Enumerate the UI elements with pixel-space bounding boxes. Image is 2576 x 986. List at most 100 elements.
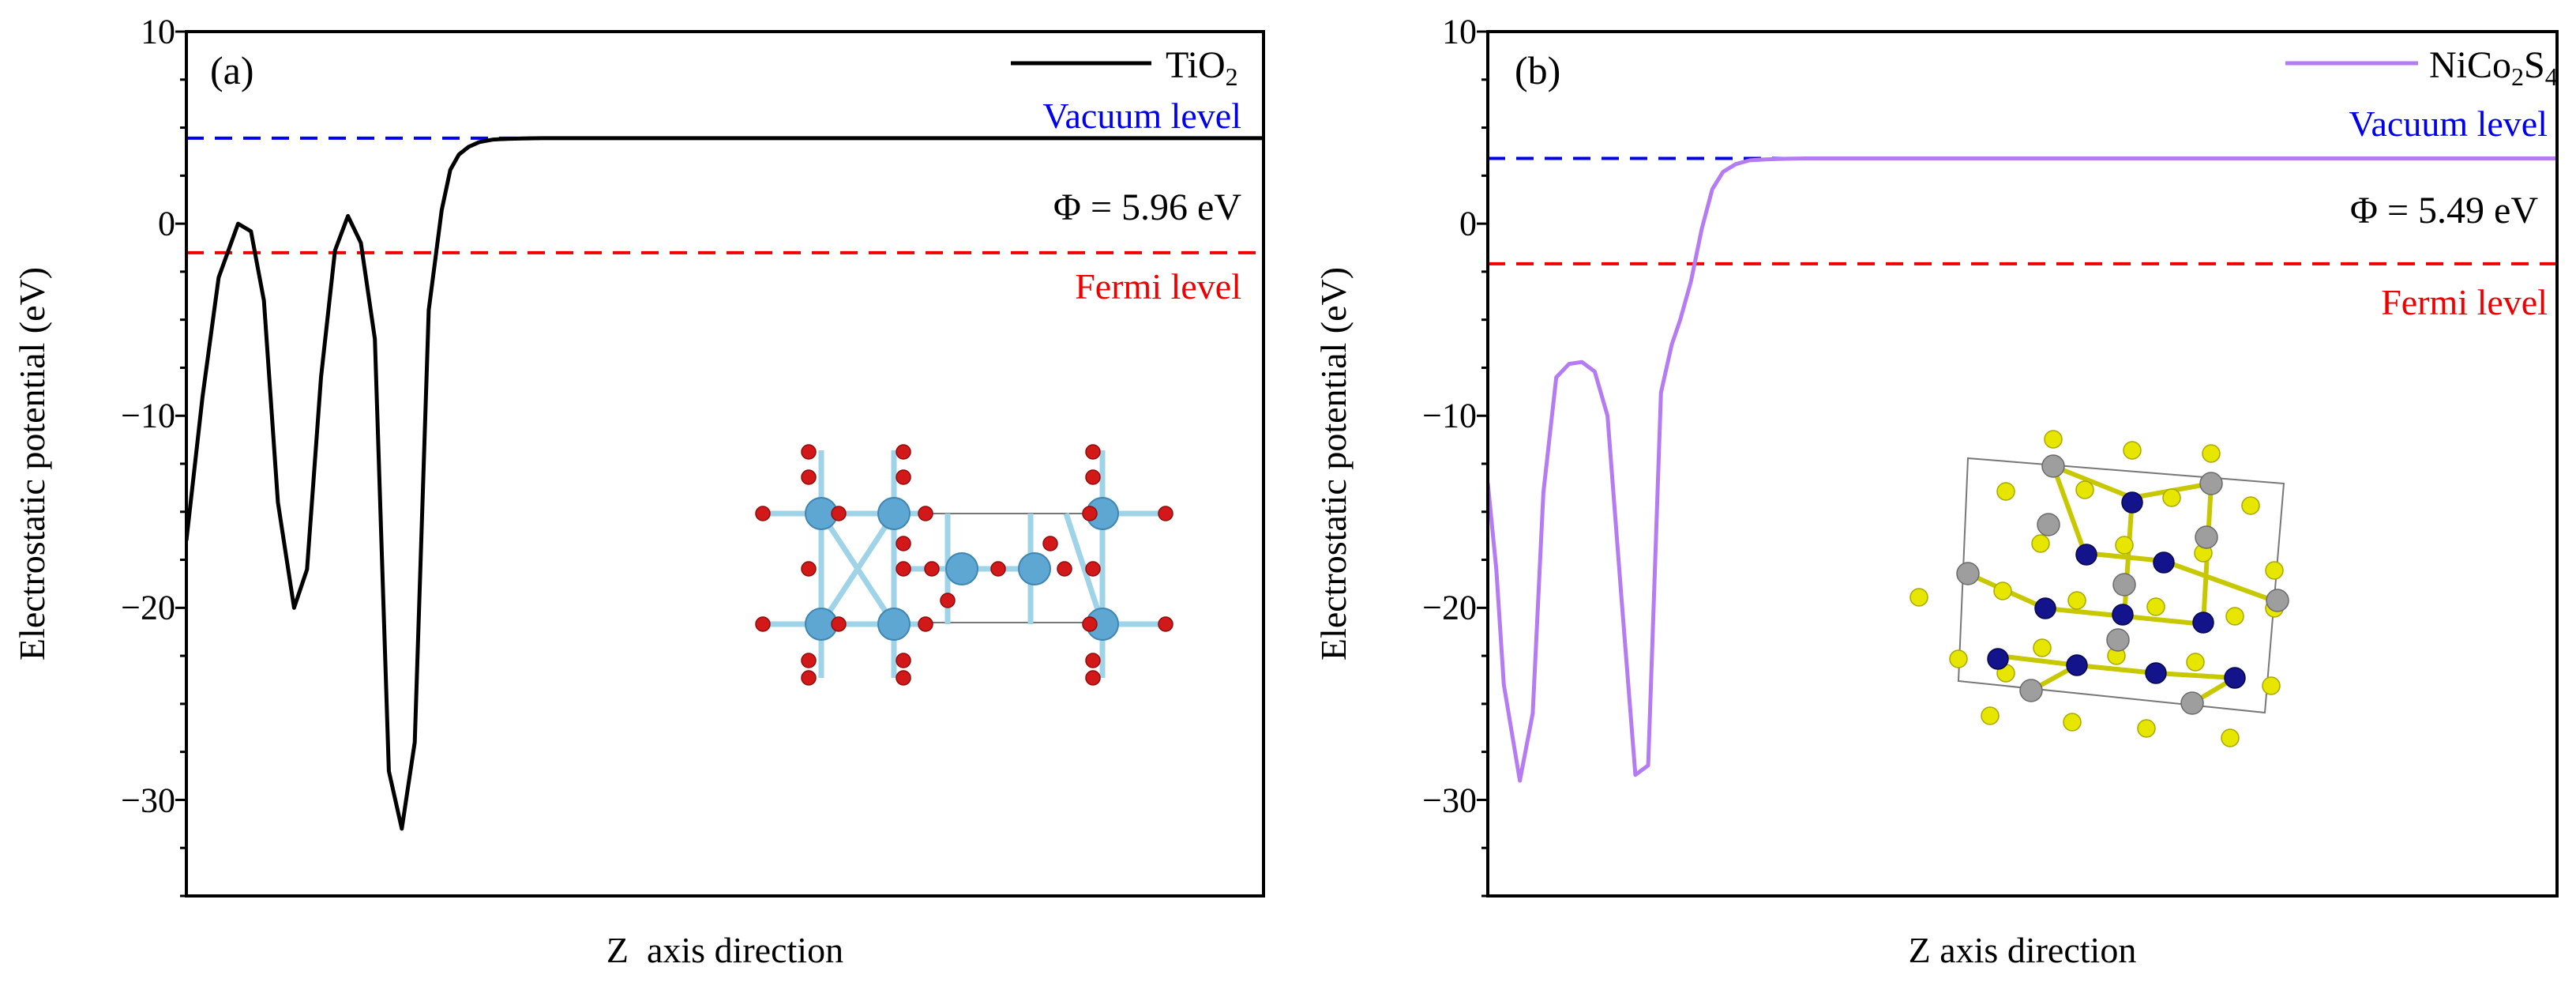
o-atom xyxy=(896,536,911,551)
o-atom xyxy=(1158,616,1173,632)
nico2s4-ni-atoms xyxy=(1956,454,2289,715)
co-atom xyxy=(2145,662,2167,684)
s-atom xyxy=(2031,534,2050,553)
ti-atom xyxy=(945,552,978,585)
o-atom xyxy=(1085,561,1101,577)
panel-a-label: (a) xyxy=(210,48,254,92)
s-atom xyxy=(2033,638,2052,657)
o-atom xyxy=(896,469,911,485)
s-atom xyxy=(2123,441,2142,460)
o-atom xyxy=(755,616,771,632)
panel-a-y-tick-label: −10 xyxy=(121,397,175,435)
s-atom xyxy=(2265,561,2284,580)
co-atom xyxy=(2192,612,2214,634)
panel-b-nico2s4-structure xyxy=(1909,430,2289,747)
panel-b-y-ticks xyxy=(1477,30,1488,898)
s-atom xyxy=(1949,649,1968,668)
s-atom xyxy=(2067,591,2086,610)
o-atom xyxy=(755,506,771,521)
o-atom xyxy=(1082,616,1098,632)
o-atom xyxy=(801,444,817,460)
nico2s4-bonds xyxy=(1966,464,2279,706)
ni-atom xyxy=(2037,513,2060,536)
s-atom xyxy=(2146,597,2165,616)
panel-b-fermi-label: Fermi level xyxy=(2381,282,2548,322)
o-atom xyxy=(896,653,911,668)
nico2s4-co-atoms xyxy=(1987,491,2246,689)
o-atom xyxy=(896,561,911,577)
s-atom xyxy=(1996,482,2015,501)
panel-a-workfunction: Φ = 5.96 eV xyxy=(1053,186,1241,228)
s-atom xyxy=(2221,728,2240,747)
o-atom xyxy=(1085,670,1101,686)
nico2s4-s-atoms xyxy=(1909,430,2284,747)
ti-atom xyxy=(877,608,911,641)
ni-atom xyxy=(2019,679,2043,702)
s-atom xyxy=(2202,444,2221,463)
panel-b-y-tick-label: −30 xyxy=(1422,781,1477,820)
ni-atom xyxy=(2112,573,2136,596)
co-atom xyxy=(2075,544,2097,566)
panel-a-x-axis-label: Z axis direction xyxy=(606,930,843,970)
tio2-o-atoms xyxy=(755,444,1173,686)
tio2-ti-atoms xyxy=(805,497,1119,641)
panel-a-legend-label: TiO2 xyxy=(1166,44,1238,91)
ni-atom xyxy=(2199,472,2223,495)
o-atom xyxy=(801,561,817,577)
s-atom xyxy=(2063,713,2082,732)
panel-a-y-tick-label: −20 xyxy=(121,589,175,627)
panel-b-y-tick-label: −20 xyxy=(1422,589,1477,627)
ni-atom xyxy=(2106,628,2130,652)
o-atom xyxy=(896,444,911,460)
ti-atom xyxy=(1018,552,1051,585)
o-atom xyxy=(1158,506,1173,521)
o-atom xyxy=(801,653,817,668)
panel-b-x-axis-label: Z axis direction xyxy=(1909,930,2137,970)
co-atom xyxy=(2066,654,2088,676)
co-atom xyxy=(2034,597,2056,619)
s-atom xyxy=(2225,607,2244,626)
ni-atom xyxy=(2041,454,2065,478)
s-atom xyxy=(2262,676,2281,695)
nico2s4-unit-cell xyxy=(1957,457,2285,714)
o-atom xyxy=(1082,506,1098,521)
ni-atom xyxy=(2266,589,2289,612)
panel-a-y-tick-label: −30 xyxy=(121,781,175,820)
panel-a-fermi-label: Fermi level xyxy=(1075,266,1241,307)
panel-b: 10 0 −10 −20 −30 Electrostatic potential… xyxy=(1313,13,2559,970)
s-atom xyxy=(2241,496,2260,515)
o-atom xyxy=(1085,444,1101,460)
o-atom xyxy=(1042,536,1058,551)
panel-a-y-ticks xyxy=(175,30,186,898)
s-atom xyxy=(2162,488,2181,507)
panel-a-y-tick-label: 0 xyxy=(158,205,175,243)
panel-a-y-axis-label: Electrostatic potential (eV) xyxy=(12,267,52,660)
o-atom xyxy=(924,561,940,577)
panel-b-y-axis-label: Electrostatic potential (eV) xyxy=(1313,267,1354,660)
o-atom xyxy=(940,593,956,608)
s-atom xyxy=(2075,480,2094,499)
panel-a-tio2-structure xyxy=(755,444,1173,686)
ti-atom xyxy=(877,497,911,530)
panel-b-y-tick-label: −10 xyxy=(1422,397,1477,435)
o-atom xyxy=(896,670,911,686)
co-atom xyxy=(2224,667,2246,689)
co-atom xyxy=(2112,604,2134,626)
panel-b-legend-label: NiCo2S4 xyxy=(2429,44,2558,91)
panel-a-tio2-curve xyxy=(186,136,1264,831)
panel-a-vacuum-label: Vacuum level xyxy=(1042,96,1241,136)
panel-b-y-tick-label: 10 xyxy=(1442,13,1477,51)
s-atom xyxy=(1993,581,2012,600)
o-atom xyxy=(1085,653,1101,668)
s-atom xyxy=(1909,588,1928,607)
o-atom xyxy=(918,506,933,521)
co-atom xyxy=(2121,491,2143,514)
o-atom xyxy=(831,616,847,632)
o-atom xyxy=(1057,561,1072,577)
panel-a-y-tick-label: 10 xyxy=(141,13,175,51)
o-atom xyxy=(990,561,1006,577)
o-atom xyxy=(801,469,817,485)
ni-atom xyxy=(2180,691,2204,715)
s-atom xyxy=(1981,706,2000,725)
